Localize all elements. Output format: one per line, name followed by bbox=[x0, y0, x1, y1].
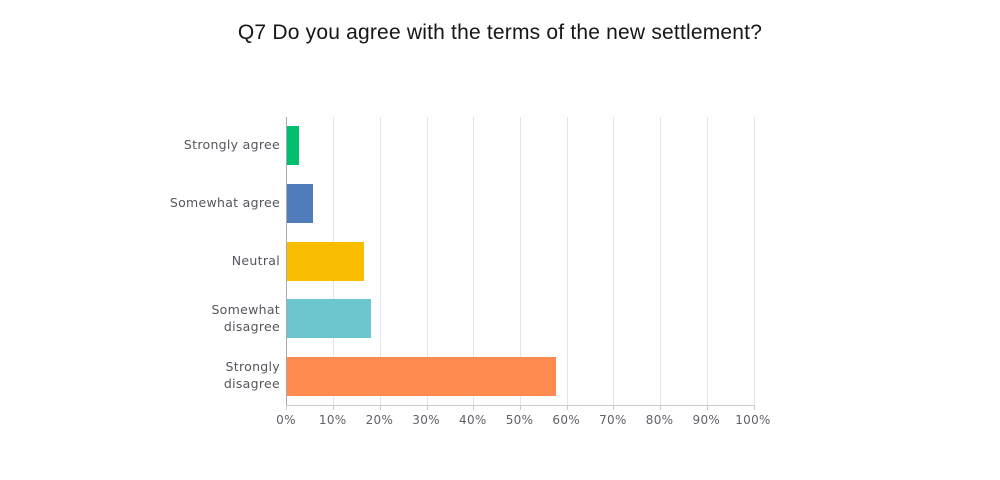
x-tick-label-60%: 60% bbox=[552, 413, 580, 427]
y-axis-category-labels: Strongly agree Somewhat agree Neutral Somew… bbox=[160, 117, 280, 405]
bar-strongly-agree bbox=[287, 126, 299, 166]
bar-somewhat-agree bbox=[287, 183, 313, 223]
tick-mark-10% bbox=[333, 405, 335, 410]
x-tick-label-40%: 40% bbox=[459, 413, 487, 427]
category-label-somewhat-agree: Somewhat agree bbox=[169, 194, 280, 210]
tick-mark-70% bbox=[613, 405, 615, 410]
x-tick-label-70%: 70% bbox=[599, 413, 627, 427]
tick-mark-0% bbox=[286, 405, 287, 410]
tick-mark-40% bbox=[473, 405, 475, 410]
tick-mark-100% bbox=[753, 405, 755, 410]
category-label-strongly-agree: Strongly agree bbox=[183, 137, 280, 153]
x-tick-label-90%: 90% bbox=[692, 413, 721, 427]
bar-somewhat-disagree bbox=[287, 299, 372, 339]
tick-mark-50% bbox=[520, 405, 521, 410]
bar-strongly-disagree bbox=[287, 356, 556, 396]
x-tick-label-100%: 100% bbox=[735, 413, 771, 427]
x-tick-label-50%: 50% bbox=[505, 413, 534, 427]
tick-mark-60% bbox=[566, 405, 568, 410]
x-tick-label-0%: 0% bbox=[276, 413, 296, 427]
gridline-60% bbox=[566, 117, 568, 405]
x-tick-label-10%: 10% bbox=[318, 413, 347, 427]
tick-mark-90% bbox=[706, 405, 708, 410]
category-label-somewhat-disagree: Somewhat disagree bbox=[211, 301, 280, 334]
gridline-80% bbox=[660, 117, 662, 405]
category-label-neutral: Neutral bbox=[231, 252, 280, 268]
gridline-90% bbox=[706, 117, 708, 405]
tick-mark-80% bbox=[660, 405, 662, 410]
x-axis-tick-labels: 0% 10% 20% 30% 40% 50% 60% 70% 80% 90% 100% bbox=[276, 413, 770, 431]
chart-title: Q7 Do you agree with the terms of the ne… bbox=[237, 21, 763, 44]
bar-neutral bbox=[287, 241, 365, 281]
tick-mark-30% bbox=[426, 405, 428, 410]
plot-area bbox=[286, 117, 755, 410]
x-tick-label-20%: 20% bbox=[365, 413, 394, 427]
x-tick-label-80%: 80% bbox=[645, 413, 674, 427]
tick-mark-20% bbox=[379, 405, 381, 410]
gridline-100% bbox=[753, 117, 755, 405]
category-label-strongly-disagree: Strongly disagree bbox=[223, 359, 280, 392]
gridline-70% bbox=[613, 117, 615, 405]
x-tick-label-30%: 30% bbox=[412, 413, 440, 427]
